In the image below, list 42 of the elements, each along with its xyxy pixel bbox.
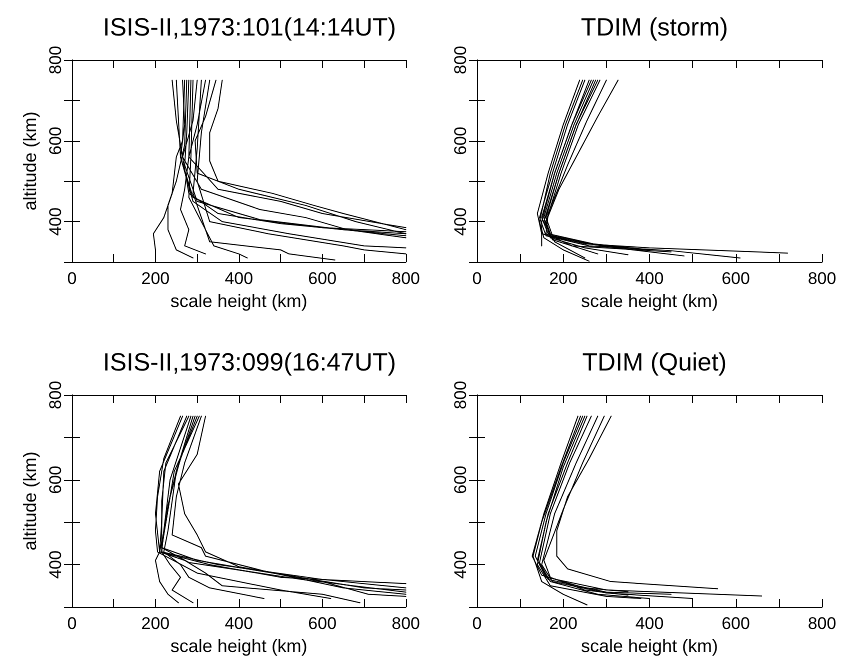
x-tick-label: 800 xyxy=(392,269,420,288)
chart-title: ISIS-II,1973:101(14:14UT) xyxy=(102,14,396,42)
y-tick-label: 800 xyxy=(46,46,65,74)
y-tick-label: 600 xyxy=(451,126,470,155)
chart-title: ISIS-II,1973:099(16:47UT) xyxy=(102,348,396,376)
x-tick-label: 0 xyxy=(67,614,77,633)
x-tick-label: 600 xyxy=(722,614,750,633)
y-tick-label: 400 xyxy=(46,550,65,579)
x-tick-label: 400 xyxy=(635,269,664,288)
x-tick-label: 200 xyxy=(549,269,578,288)
x-axis-title: scale height (km) xyxy=(580,290,718,311)
x-tick-label: 0 xyxy=(472,269,482,288)
y-axis-title: altitude (km) xyxy=(20,111,40,211)
x-tick-label: 0 xyxy=(67,269,77,288)
y-tick-label: 600 xyxy=(46,466,65,494)
x-tick-label: 600 xyxy=(308,614,337,633)
x-tick-label: 400 xyxy=(635,614,664,633)
y-tick-label: 600 xyxy=(451,466,470,494)
x-tick-label: 0 xyxy=(472,614,482,633)
x-axis-title: scale height (km) xyxy=(170,636,308,656)
x-axis-title: scale height (km) xyxy=(170,290,308,311)
x-tick-label: 400 xyxy=(224,614,254,633)
x-tick-label: 200 xyxy=(141,269,170,288)
y-tick-label: 800 xyxy=(451,46,470,74)
y-tick-label: 400 xyxy=(46,207,65,236)
chart-title: TDIM (Quiet) xyxy=(582,348,727,376)
x-tick-label: 600 xyxy=(722,269,750,288)
x-tick-label: 200 xyxy=(549,614,578,633)
x-tick-label: 800 xyxy=(808,269,836,288)
y-axis-title: altitude (km) xyxy=(20,451,40,551)
x-tick-label: 800 xyxy=(392,614,420,633)
x-tick-label: 600 xyxy=(308,269,337,288)
y-tick-label: 400 xyxy=(451,207,470,236)
x-axis-title: scale height (km) xyxy=(580,636,718,656)
y-tick-label: 600 xyxy=(46,126,65,155)
chart-title: TDIM (storm) xyxy=(580,14,728,42)
x-tick-label: 200 xyxy=(141,614,170,633)
y-tick-label: 400 xyxy=(451,550,470,579)
x-tick-label: 800 xyxy=(808,614,836,633)
y-tick-label: 800 xyxy=(451,380,470,410)
y-tick-label: 800 xyxy=(46,380,65,410)
x-tick-label: 400 xyxy=(224,269,254,288)
